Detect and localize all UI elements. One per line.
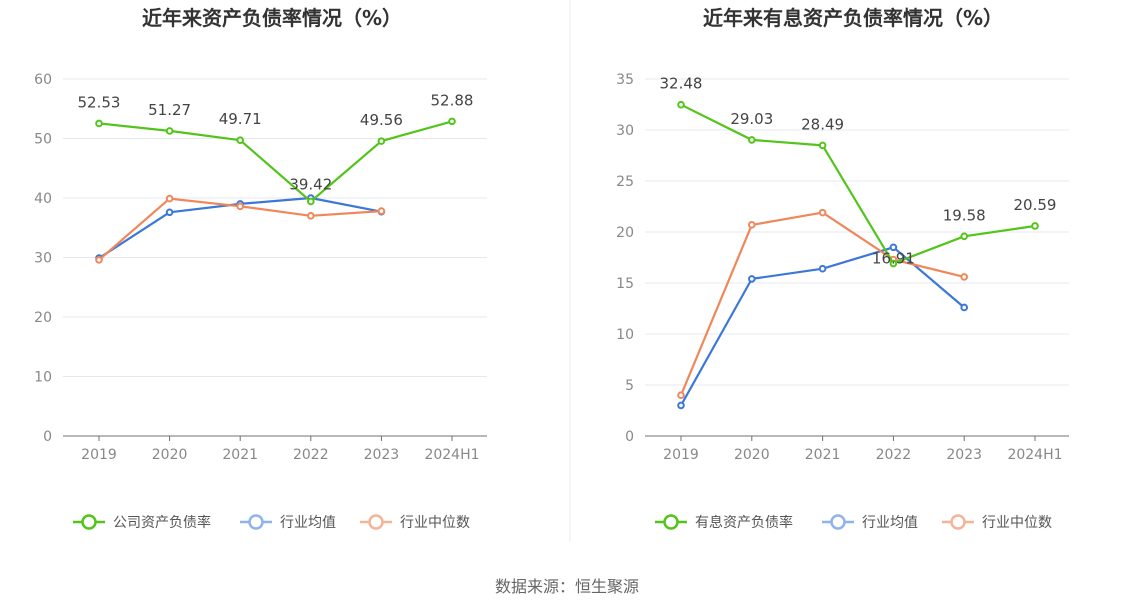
data-point: [95, 119, 103, 128]
data-point: [889, 259, 898, 268]
legend-swatch-marker: [81, 514, 97, 530]
data-label: 52.88: [431, 91, 474, 109]
data-point: [748, 136, 756, 144]
data-point: [377, 137, 386, 145]
y-tick-label: 30: [616, 123, 634, 139]
chart-title: 近年来资产负债率情况（%）: [142, 6, 402, 30]
data-source-note: 数据来源：恒生聚源: [495, 577, 639, 596]
data-point: [165, 127, 174, 135]
y-tick-label: 5: [625, 378, 634, 394]
y-tick-label: 30: [34, 251, 52, 267]
x-tick-label: 2024H1: [424, 447, 479, 463]
data-point: [95, 256, 103, 264]
data-point: [748, 221, 756, 229]
y-tick-label: 60: [34, 72, 52, 88]
data-label: 29.03: [730, 110, 773, 128]
x-tick-label: 2021: [222, 447, 258, 463]
data-point: [1031, 222, 1039, 230]
data-label: 51.27: [148, 101, 191, 119]
y-tick-label: 10: [616, 327, 634, 343]
y-tick-label: 20: [34, 310, 52, 326]
x-tick-label: 2024H1: [1007, 447, 1062, 463]
x-tick-label: 2023: [946, 447, 982, 463]
legend-label: 行业均值: [280, 515, 336, 531]
legend-swatch-marker: [248, 514, 264, 530]
data-point: [448, 117, 456, 126]
chart-right: 近年来有息资产负债率情况（%） 0 5 10 15 20 25 30 35 2019 2020 202…: [616, 6, 1069, 531]
data-point: [307, 197, 315, 206]
data-label: 16.91: [872, 250, 915, 268]
data-label: 20.59: [1014, 196, 1057, 214]
legend-swatch-marker: [663, 514, 679, 530]
series-line: [680, 103, 1036, 265]
series-line: [679, 211, 965, 396]
data-label: 39.42: [289, 175, 332, 193]
x-tick-label: 2022: [293, 447, 329, 463]
data-point: [960, 303, 969, 312]
data-label: 49.56: [360, 111, 403, 129]
data-label: 52.53: [78, 93, 121, 111]
data-point: [377, 207, 386, 215]
legend-swatch-marker: [368, 514, 384, 530]
data-point: [236, 202, 244, 211]
chart-title: 近年来有息资产负债率情况（%）: [703, 6, 1003, 30]
data-point: [165, 194, 174, 203]
data-point: [960, 232, 969, 241]
data-point: [165, 208, 174, 217]
data-point: [677, 401, 685, 410]
data-point: [818, 264, 827, 273]
data-point: [307, 212, 315, 220]
x-tick-label: 2020: [152, 447, 188, 463]
y-tick-label: 50: [34, 132, 52, 148]
y-tick-label: 40: [34, 191, 52, 207]
y-tick-label: 25: [616, 174, 634, 190]
data-point: [677, 100, 685, 109]
data-point: [677, 391, 685, 400]
x-tick-label: 2019: [663, 447, 699, 463]
x-tick-label: 2022: [876, 447, 912, 463]
legend-label: 行业中位数: [400, 515, 470, 531]
y-tick-label: 0: [625, 429, 634, 445]
y-tick-label: 35: [616, 72, 634, 88]
data-point: [236, 136, 244, 145]
legend-swatch-marker: [950, 514, 966, 530]
legend-label: 公司资产负债率: [113, 514, 211, 531]
y-tick-label: 10: [34, 370, 52, 386]
x-tick-label: 2020: [734, 447, 770, 463]
legend-swatch-marker: [830, 514, 846, 530]
y-tick-label: 0: [43, 429, 52, 445]
x-tick-label: 2021: [805, 447, 841, 463]
data-point: [818, 208, 827, 217]
x-tick-label: 2019: [81, 447, 117, 463]
data-label: 32.48: [660, 75, 703, 93]
data-point: [818, 141, 827, 150]
data-label: 19.58: [943, 206, 986, 224]
legend-label: 行业均值: [862, 515, 918, 531]
chart-left: 近年来资产负债率情况（%） 0 10 20 30 40 50 60 2019 2020 2021 20…: [34, 6, 487, 531]
legend-label: 有息资产负债率: [695, 514, 793, 531]
data-label: 49.71: [219, 110, 262, 128]
data-point: [960, 273, 969, 281]
data-label: 28.49: [801, 115, 844, 133]
x-tick-label: 2023: [364, 447, 400, 463]
legend-label: 行业中位数: [982, 515, 1052, 531]
data-point: [748, 275, 756, 283]
series-line: [98, 120, 453, 203]
y-tick-label: 15: [616, 276, 634, 292]
data-point: [889, 243, 898, 252]
y-tick-label: 20: [616, 225, 634, 241]
